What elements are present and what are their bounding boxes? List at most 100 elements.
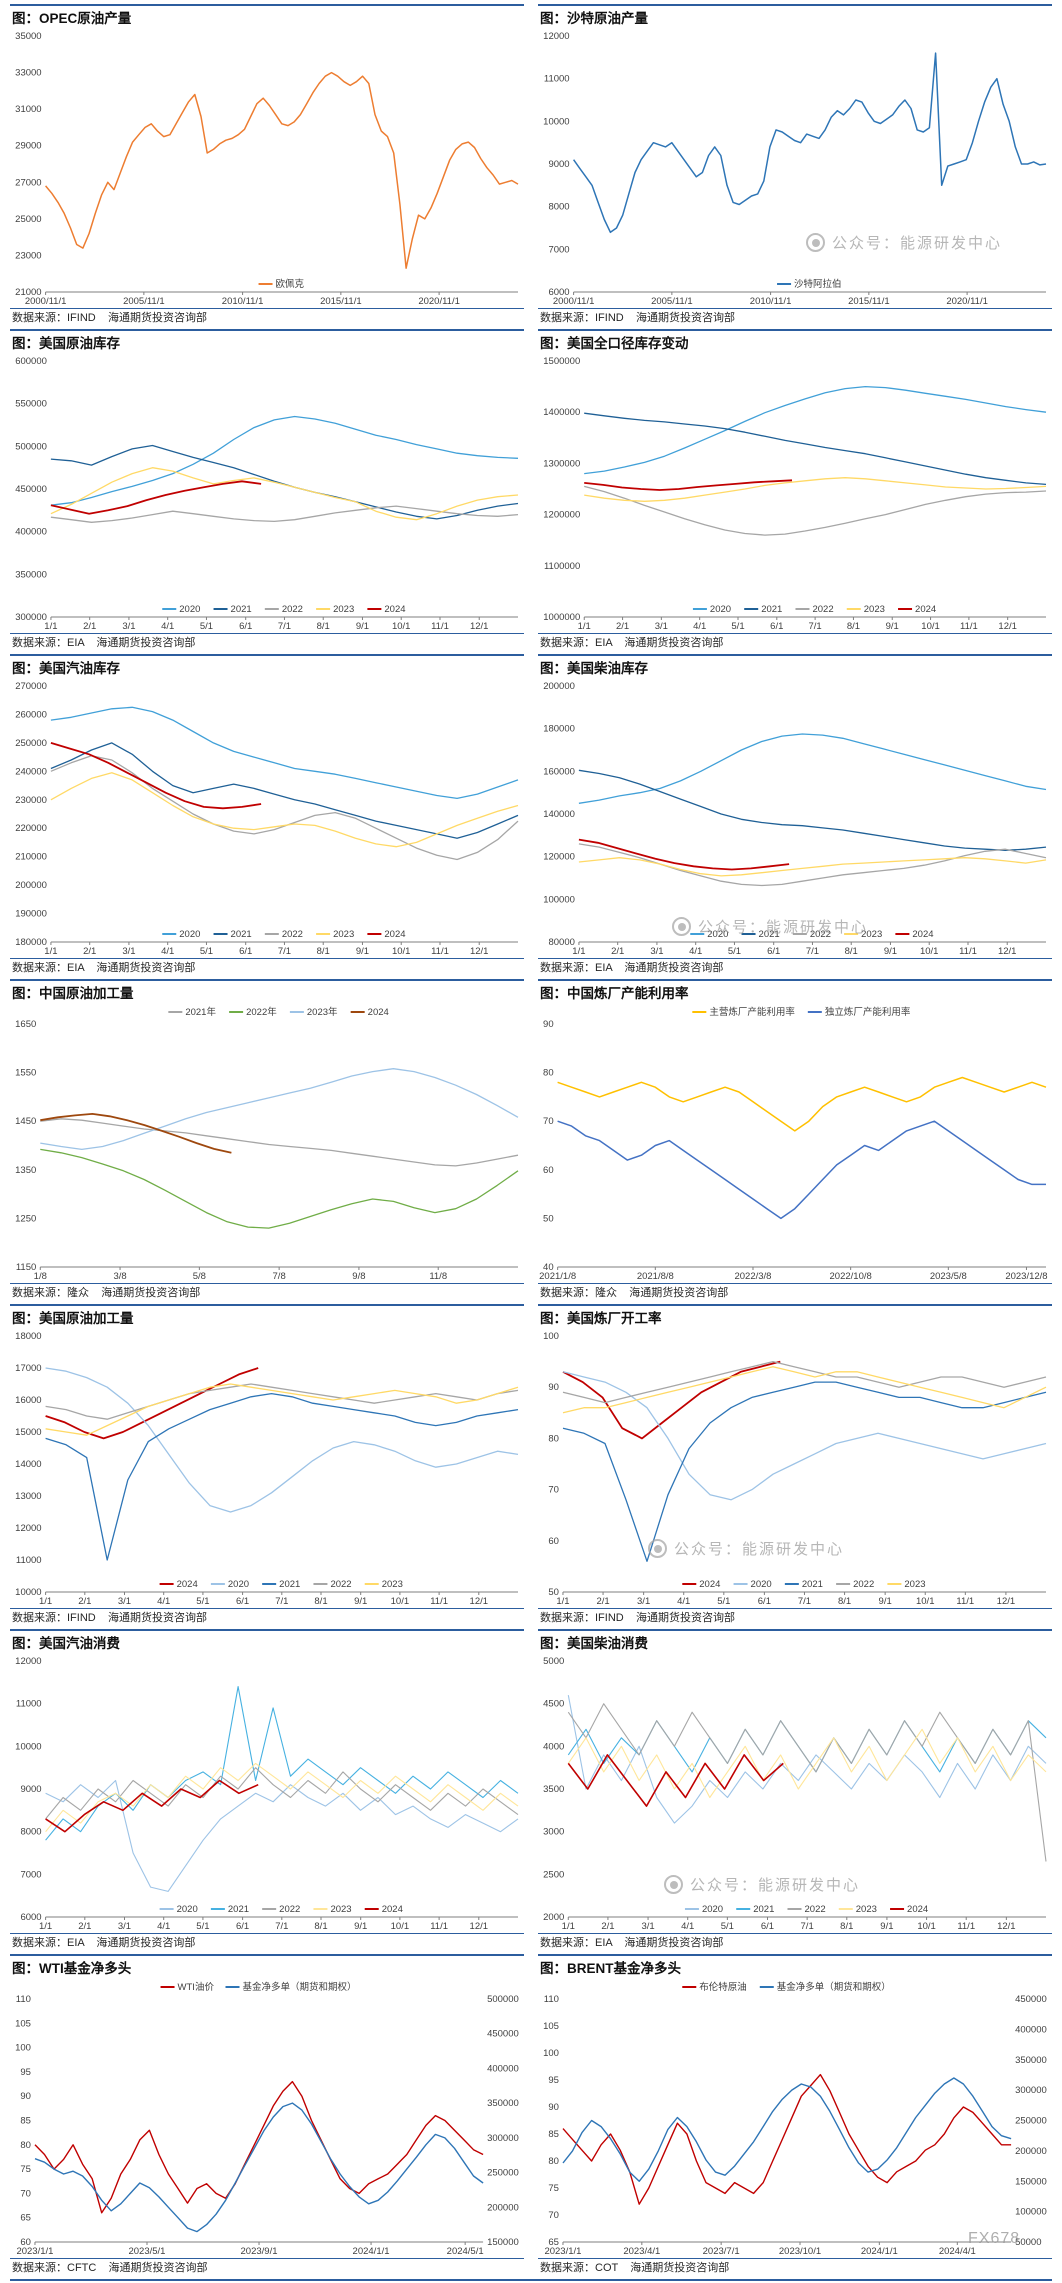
x-tick-label: 9/8 [352,1271,365,1282]
x-tick-label: 6/1 [236,1921,249,1932]
y-tick-label: 60 [548,1536,559,1547]
x-tick-label: 9/1 [879,1596,892,1607]
y-tick-label: 1100000 [544,561,580,572]
y-tick-label: 35000 [15,31,41,42]
x-tick-label: 1/1 [556,1596,569,1607]
y-tick-label: 70 [543,1116,554,1127]
series-2024 [50,742,262,810]
y-tick-label: 1150 [16,1262,36,1273]
chart-cell-brent-fund-net-long: 图：BRENT基金净多头 65 70 75 80 85 90 95 100 105 110 5000… [538,1954,1052,2279]
chart-cell-us-refinery-utilization: 图：美国炼厂开工率 50 60 70 80 90 100 1/1 2/1 3/1 4/1 5/1 6/… [538,1304,1052,1629]
y-tick-label: 25000 [15,214,41,225]
y-tick-label: 100 [15,2043,31,2054]
legend-label: 欧佩克 [276,278,305,290]
series-2024 [567,1754,784,1807]
x-tick-label: 2021/8/8 [637,1271,674,1282]
x-tick-label: 2020/11/1 [418,296,460,307]
series-2020 [50,415,519,506]
legend-label: 2024 [384,929,405,940]
chart-saudi-production: 6000 7000 8000 9000 10000 11000 12000 2000/11/1… [543,31,1047,307]
x-tick-label: 12/1 [998,946,1017,957]
y-tick-label: 1500000 [543,356,580,367]
chart-wti-fund-net-long: 60 65 70 75 80 85 90 95 100 105 110 150000 200000 250… [15,1981,519,2257]
y-tick-label: 110 [544,1994,559,2005]
legend-label: 2024 [177,1579,198,1590]
series-2023 [45,1383,519,1436]
y-tick-label: 230000 [15,795,47,806]
y-tick-label: 180000 [543,724,575,735]
legend-label: 2021 [753,1904,774,1915]
y-tick-label: 220000 [15,823,47,834]
series-欧佩克 [45,71,519,269]
y-tick-label: 70 [548,2210,559,2221]
y-tick-label: 75 [20,2164,31,2175]
series-2024 [40,1113,232,1154]
legend-label: 2023 [333,929,354,940]
x-tick-label: 5/1 [200,946,213,957]
y-tick-label: 4500 [543,1699,564,1710]
series-2022 [45,1383,519,1420]
x-tick-label: 11/1 [430,1921,448,1932]
series-2022 [584,485,1047,536]
x-tick-label: 2024/4/1 [939,2246,976,2257]
legend-label: 2023 [382,1579,403,1590]
y-tick-label: 9000 [548,159,569,170]
x-tick-label: 3/1 [122,946,135,957]
x-tick-label: 10/1 [920,946,939,957]
legend-label: 2022 [279,1904,300,1915]
y2-tick-label: 100000 [1015,2207,1047,2218]
legend-label: 2021 [802,1579,823,1590]
y-tick-label: 4000 [543,1741,564,1752]
y2-tick-label: 150000 [1015,2176,1047,2187]
x-tick-label: 6/1 [767,946,780,957]
x-tick-label: 5/1 [717,1596,730,1607]
series-2021年 [40,1118,519,1167]
series-2022 [50,755,519,861]
y-tick-label: 80 [548,2156,559,2167]
x-tick-label: 5/8 [193,1271,206,1282]
legend-label: 2023 [864,604,885,615]
y-tick-label: 110 [16,1994,31,2005]
x-tick-label: 2023/5/8 [930,1271,967,1282]
x-tick-label: 7/1 [801,1921,814,1932]
y-tick-label: 60 [543,1165,554,1176]
x-tick-label: 5/1 [200,621,213,632]
series-2020 [50,706,519,800]
series-基金净多单（期货和期权） [562,2077,1012,2183]
data-source: 数据来源：COT 海通期货投资咨询部 [538,2258,1052,2279]
chart-us-gasoline-consumption: 6000 7000 8000 9000 10000 11000 12000 1/1 2/1 3/1… [15,1656,519,1932]
x-tick-label: 2022/10/8 [830,1271,872,1282]
x-tick-label: 2021/1/8 [539,1271,576,1282]
x-tick-label: 5/1 [721,1921,734,1932]
x-tick-label: 1/8 [34,1271,47,1282]
x-tick-label: 12/1 [997,1921,1016,1932]
x-tick-label: 1/1 [39,1596,52,1607]
x-tick-label: 7/1 [278,621,291,632]
series-2024 [45,1367,259,1440]
x-tick-label: 9/1 [356,621,369,632]
x-tick-label: 2/1 [83,946,96,957]
y-tick-label: 300000 [15,612,47,623]
x-tick-label: 2023/12/8 [1005,1271,1047,1282]
legend-label: 2024 [382,1904,403,1915]
chart-cell-china-crude-processing: 图：中国原油加工量 1150 1250 1350 1450 1550 1650 1/8 3/8… [10,979,524,1304]
y-tick-label: 210000 [15,852,47,863]
legend-label: 主营炼厂产能利用率 [709,1006,795,1018]
x-tick-label: 2005/11/1 [123,296,165,307]
data-source: 数据来源：隆众 海通期货投资咨询部 [538,1283,1052,1304]
x-tick-label: 2/1 [601,1921,614,1932]
series-2021 [584,412,1047,486]
series-2024 [584,479,793,491]
y-tick-label: 75 [548,2183,559,2194]
y-tick-label: 33000 [15,68,41,79]
series-2022年 [40,1148,519,1229]
y-tick-label: 550000 [15,399,47,410]
y-tick-label: 14000 [15,1459,41,1470]
x-tick-label: 10/1 [916,1596,935,1607]
x-tick-label: 6/1 [758,1596,771,1607]
legend-label: 2020 [177,1904,198,1915]
x-tick-label: 12/1 [470,1921,489,1932]
y-tick-label: 1350 [15,1165,36,1176]
series-2022 [50,505,519,523]
x-tick-label: 7/1 [806,946,819,957]
